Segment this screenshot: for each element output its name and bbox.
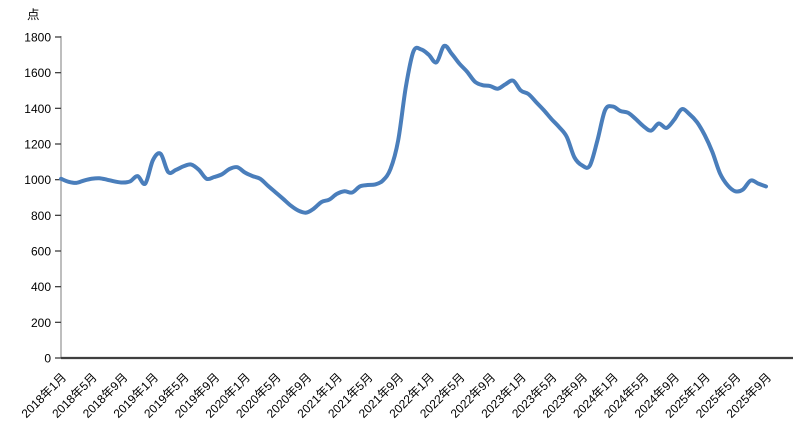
y-tick-label: 1000 bbox=[24, 173, 51, 187]
y-tick-label: 800 bbox=[31, 209, 51, 223]
y-tick-label: 1400 bbox=[24, 102, 51, 116]
y-tick-label: 0 bbox=[44, 352, 51, 366]
y-axis-unit-label: 点 bbox=[27, 8, 40, 22]
y-tick-label: 200 bbox=[31, 316, 51, 330]
y-tick-label: 1600 bbox=[24, 66, 51, 80]
y-tick-label: 1200 bbox=[24, 138, 51, 152]
series-line bbox=[59, 43, 768, 215]
y-tick-label: 400 bbox=[31, 280, 51, 294]
y-tick-label: 600 bbox=[31, 245, 51, 259]
y-tick-label: 1800 bbox=[24, 31, 51, 45]
